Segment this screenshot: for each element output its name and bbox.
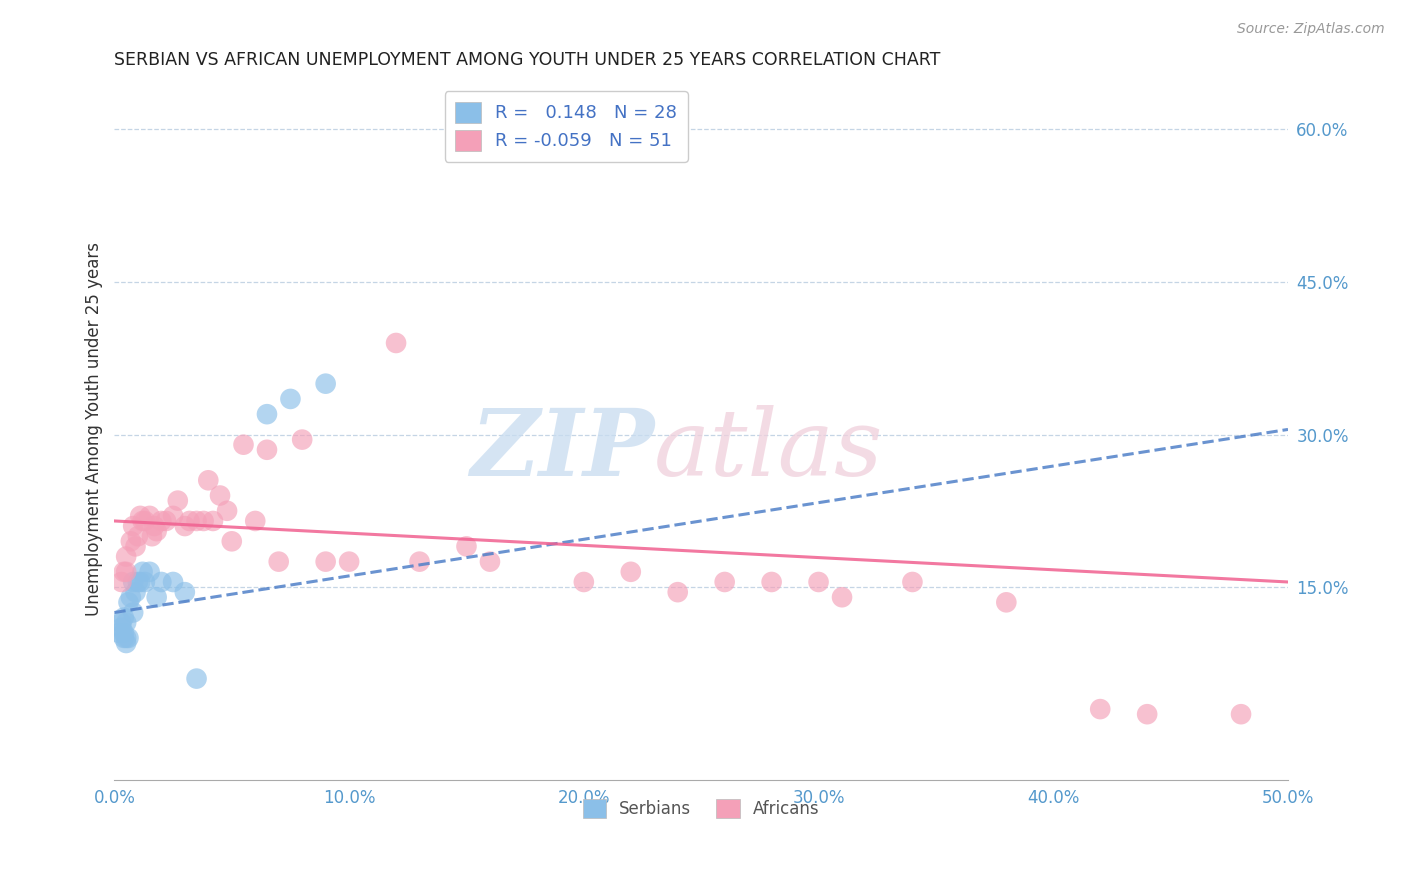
Point <box>141 529 163 543</box>
Point <box>112 631 135 645</box>
Point <box>186 672 208 686</box>
Point <box>127 529 149 543</box>
Point <box>110 574 132 589</box>
Point <box>478 555 501 569</box>
Point <box>115 549 138 564</box>
Point <box>408 555 430 569</box>
Point <box>134 514 156 528</box>
Point <box>166 493 188 508</box>
Point <box>122 574 145 589</box>
Point <box>201 514 224 528</box>
Point <box>1136 707 1159 722</box>
Point <box>173 519 195 533</box>
Point <box>112 625 135 640</box>
Point <box>995 595 1018 609</box>
Point <box>145 524 167 538</box>
Point <box>138 508 160 523</box>
Point <box>143 519 166 533</box>
Point <box>456 540 478 554</box>
Y-axis label: Unemployment Among Youth under 25 years: Unemployment Among Youth under 25 years <box>86 243 103 616</box>
Point <box>291 433 314 447</box>
Point <box>221 534 243 549</box>
Point <box>115 615 138 630</box>
Point <box>901 574 924 589</box>
Text: Source: ZipAtlas.com: Source: ZipAtlas.com <box>1237 22 1385 37</box>
Text: SERBIAN VS AFRICAN UNEMPLOYMENT AMONG YOUTH UNDER 25 YEARS CORRELATION CHART: SERBIAN VS AFRICAN UNEMPLOYMENT AMONG YO… <box>114 51 941 69</box>
Point <box>122 519 145 533</box>
Point <box>112 565 135 579</box>
Point <box>256 407 278 421</box>
Point <box>120 591 142 605</box>
Point <box>186 514 208 528</box>
Point <box>129 574 152 589</box>
Point <box>150 514 173 528</box>
Legend: Serbians, Africans: Serbians, Africans <box>576 792 827 824</box>
Point <box>761 574 783 589</box>
Point <box>315 555 337 569</box>
Point <box>193 514 215 528</box>
Point <box>232 438 254 452</box>
Point <box>179 514 201 528</box>
Point <box>807 574 830 589</box>
Point <box>1090 702 1112 716</box>
Point <box>117 595 139 609</box>
Point <box>110 621 132 635</box>
Point <box>145 591 167 605</box>
Point <box>208 489 231 503</box>
Point <box>131 514 153 528</box>
Point <box>115 636 138 650</box>
Point <box>134 574 156 589</box>
Point <box>122 606 145 620</box>
Point <box>150 574 173 589</box>
Point <box>173 585 195 599</box>
Point <box>831 591 853 605</box>
Point <box>217 504 239 518</box>
Point <box>256 442 278 457</box>
Point <box>124 585 146 599</box>
Point <box>129 508 152 523</box>
Point <box>117 631 139 645</box>
Point <box>115 565 138 579</box>
Point <box>162 574 184 589</box>
Point <box>155 514 177 528</box>
Point <box>572 574 595 589</box>
Point <box>337 555 360 569</box>
Point <box>1230 707 1253 722</box>
Point <box>385 336 408 351</box>
Text: atlas: atlas <box>654 406 884 495</box>
Point <box>666 585 689 599</box>
Point <box>620 565 643 579</box>
Text: ZIP: ZIP <box>470 406 654 495</box>
Point <box>280 392 302 406</box>
Point <box>115 631 138 645</box>
Point <box>197 473 219 487</box>
Point <box>245 514 267 528</box>
Point <box>713 574 735 589</box>
Point <box>162 508 184 523</box>
Point <box>127 574 149 589</box>
Point <box>120 534 142 549</box>
Point <box>315 376 337 391</box>
Point <box>267 555 290 569</box>
Point <box>108 625 131 640</box>
Point <box>138 565 160 579</box>
Point <box>131 565 153 579</box>
Point <box>110 615 132 630</box>
Point <box>124 540 146 554</box>
Point <box>112 610 135 624</box>
